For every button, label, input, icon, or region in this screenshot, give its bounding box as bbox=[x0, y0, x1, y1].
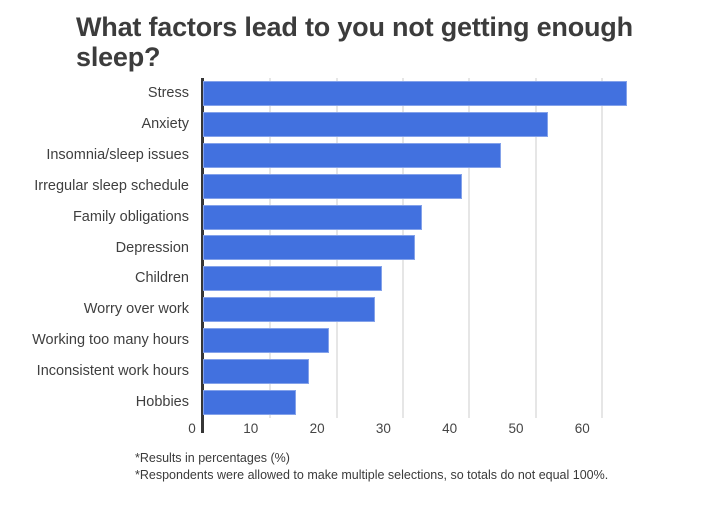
bar bbox=[203, 328, 329, 354]
category-label: Hobbies bbox=[135, 394, 189, 411]
bar bbox=[203, 390, 296, 416]
bar bbox=[203, 204, 422, 230]
bar-row bbox=[203, 171, 673, 202]
footnote-line: *Results in percentages (%) bbox=[135, 451, 290, 465]
chart-footnotes: *Results in percentages (%) *Respondents… bbox=[135, 450, 608, 484]
plot-area: 0 10 20 30 40 50 60 bbox=[188, 78, 673, 436]
x-tick-label: 60 bbox=[574, 421, 590, 436]
category-label: Anxiety bbox=[141, 115, 189, 132]
bar-row bbox=[203, 294, 673, 325]
gridline bbox=[534, 78, 537, 418]
category-label: Irregular sleep schedule bbox=[34, 177, 189, 194]
bar bbox=[203, 359, 310, 385]
bar-row bbox=[203, 140, 673, 171]
bar-row bbox=[203, 202, 673, 233]
bar bbox=[203, 142, 502, 168]
bar-row bbox=[203, 109, 673, 140]
y-axis-baseline bbox=[201, 78, 204, 433]
bar bbox=[203, 173, 462, 199]
bar bbox=[203, 297, 376, 323]
category-label: Inconsistent work hours bbox=[36, 363, 189, 380]
bar-row bbox=[203, 387, 673, 418]
bar bbox=[203, 235, 416, 261]
footnote-line: *Respondents were allowed to make multip… bbox=[135, 468, 609, 482]
x-tick-label: 10 bbox=[243, 421, 259, 436]
category-label: Working too many hours bbox=[32, 332, 189, 349]
gridline bbox=[468, 78, 471, 418]
x-tick-label: 50 bbox=[508, 421, 524, 436]
x-tick-label: 40 bbox=[442, 421, 458, 436]
category-label: Family obligations bbox=[72, 208, 189, 225]
category-label: Insomnia/sleep issues bbox=[46, 146, 189, 163]
x-tick-label: 0 bbox=[188, 421, 196, 436]
bar-row bbox=[203, 263, 673, 294]
category-label: Worry over work bbox=[83, 301, 189, 318]
bar-row bbox=[203, 356, 673, 387]
bar-row bbox=[203, 78, 673, 109]
category-label: Stress bbox=[147, 84, 189, 101]
bar-row bbox=[203, 233, 673, 264]
gridline bbox=[600, 78, 603, 418]
x-tick-label: 20 bbox=[309, 421, 325, 436]
bar-row bbox=[203, 325, 673, 356]
category-label: Depression bbox=[115, 239, 189, 256]
bar bbox=[203, 111, 548, 137]
bar bbox=[203, 266, 382, 292]
category-label: Children bbox=[135, 270, 189, 287]
x-tick-label: 30 bbox=[375, 421, 391, 436]
bar bbox=[203, 80, 628, 106]
chart-title: What factors lead to you not getting eno… bbox=[76, 12, 633, 72]
